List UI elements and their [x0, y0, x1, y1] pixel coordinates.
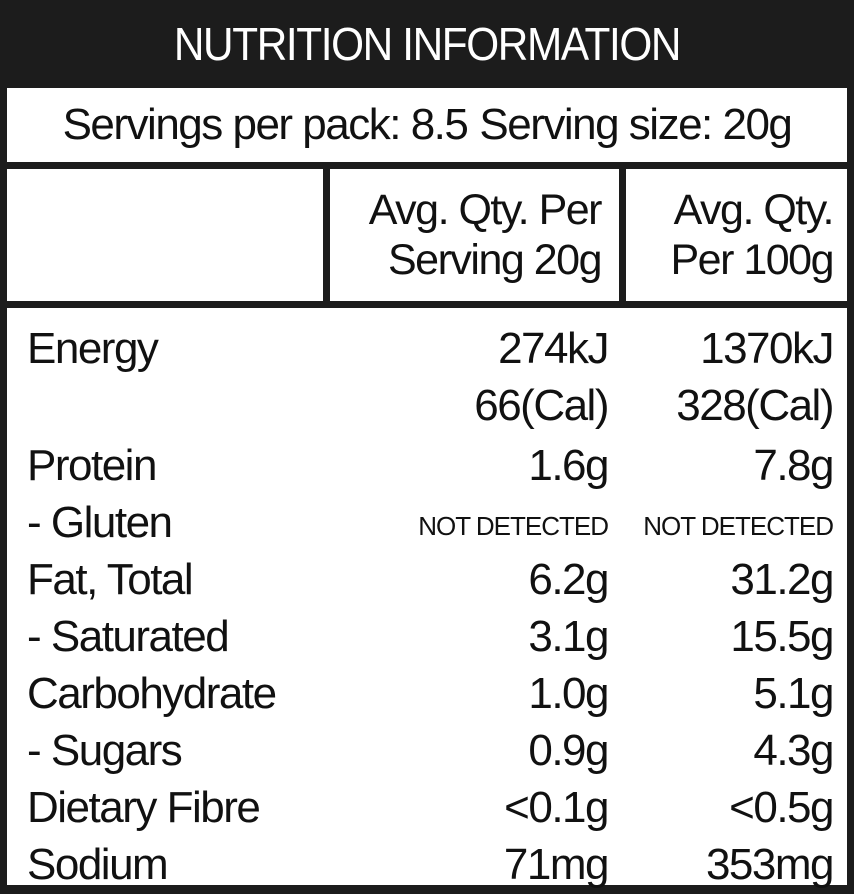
- header-per-serving-line2: Serving 20g: [388, 236, 603, 284]
- column-header-row: Avg. Qty. Per Serving 20g Avg. Qty. Per …: [7, 169, 847, 301]
- per-100g-value: 353mg: [705, 840, 835, 889]
- table-row-gluten: - Gluten NOT DETECTED NOT DETECTED: [27, 491, 834, 548]
- per-serving-value: 1.6g: [528, 441, 609, 490]
- energy-cal-100g: 328(Cal): [676, 381, 834, 430]
- per-serving-value: 274kJ 66(Cal): [333, 320, 609, 434]
- nutrient-name: Fat, Total: [27, 555, 194, 604]
- per-serving-value: 1.0g: [528, 669, 609, 718]
- per-100g-value: 5.1g: [753, 669, 834, 718]
- per-100g-value: <0.5g: [729, 783, 834, 832]
- per-serving-value: 71mg: [503, 840, 610, 889]
- nutrient-name: Carbohydrate: [27, 669, 277, 718]
- per-100g-value: 15.5g: [730, 612, 834, 661]
- table-row-dietary-fibre: Dietary Fibre <0.1g <0.5g: [27, 776, 835, 833]
- header-per-100g-line2: Per 100g: [670, 236, 834, 284]
- serving-size: Serving size: 20g: [479, 100, 793, 149]
- panel-title: NUTRITION INFORMATION: [173, 18, 682, 70]
- per-100g-value: 1370kJ 328(Cal): [608, 320, 834, 434]
- table-row-saturated: - Saturated 3.1g 15.5g: [27, 605, 835, 662]
- per-serving-value: 6.2g: [528, 555, 609, 604]
- table-row-fat-total: Fat, Total 6.2g 31.2g: [27, 548, 835, 605]
- header-per-100g: Avg. Qty. Per 100g: [626, 169, 847, 301]
- table-row-energy: Energy 274kJ 66(Cal) 1370kJ 328(Cal): [27, 320, 835, 434]
- per-100g-value: 31.2g: [730, 555, 834, 604]
- table-row-protein: Protein 1.6g 7.8g: [27, 434, 835, 491]
- energy-kj-100g: 1370kJ: [700, 324, 834, 373]
- nutrient-name: Dietary Fibre: [27, 783, 261, 832]
- header-per-serving: Avg. Qty. Per Serving 20g: [330, 169, 619, 301]
- header-per-100g-line1: Avg. Qty.: [673, 186, 835, 234]
- per-100g-value: 4.3g: [753, 726, 834, 775]
- energy-kj-serving: 274kJ: [498, 324, 609, 373]
- nutrient-name: - Gluten: [27, 498, 173, 547]
- per-serving-value: 0.9g: [528, 726, 609, 775]
- nutrient-table-body: Energy 274kJ 66(Cal) 1370kJ 328(Cal) Pro…: [7, 308, 847, 889]
- per-serving-value: 3.1g: [528, 612, 609, 661]
- per-100g-value: NOT DETECTED: [643, 511, 834, 541]
- table-row-sodium: Sodium 71mg 353mg: [27, 833, 835, 890]
- per-100g-value: 7.8g: [753, 441, 834, 490]
- nutrient-name: Sodium: [27, 840, 169, 889]
- nutrient-name: Energy: [27, 324, 159, 373]
- header-empty-cell: [7, 169, 323, 301]
- header-per-serving-line1: Avg. Qty. Per: [368, 186, 603, 234]
- nutrient-name: Protein: [27, 441, 157, 490]
- per-serving-value: NOT DETECTED: [418, 511, 609, 541]
- per-serving-value: <0.1g: [504, 783, 609, 832]
- nutrient-name: - Saturated: [27, 612, 230, 661]
- table-row-carbohydrate: Carbohydrate 1.0g 5.1g: [27, 662, 835, 719]
- energy-cal-serving: 66(Cal): [474, 381, 609, 430]
- servings-per-pack: Servings per pack: 8.5: [62, 100, 469, 149]
- nutrient-name: - Sugars: [27, 726, 183, 775]
- servings-line: Servings per pack: 8.5 Serving size: 20g: [7, 88, 847, 162]
- table-row-sugars: - Sugars 0.9g 4.3g: [27, 719, 835, 776]
